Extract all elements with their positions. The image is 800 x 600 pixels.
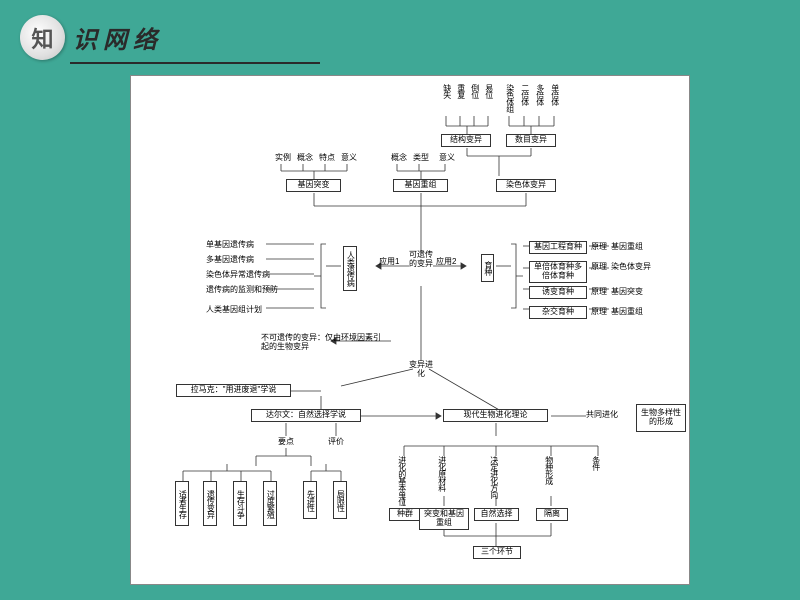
header-text: 识网络 xyxy=(73,20,163,55)
variation-evolution: 变异进化 xyxy=(409,361,433,379)
principle-3: 原理 xyxy=(591,308,607,317)
header-circle: 知 xyxy=(20,15,65,60)
app2-label: 应用2 xyxy=(436,258,456,267)
gene-recombination: 基因重组 xyxy=(393,179,448,192)
row1b-0: 概念 xyxy=(391,154,407,163)
breed-item-3: 杂交育种 xyxy=(529,306,587,319)
modern-label-0: 进化的基本单位 xyxy=(397,456,406,505)
eval-label: 评价 xyxy=(328,438,344,447)
principle-2: 原理 xyxy=(591,288,607,297)
header-underline xyxy=(70,62,320,64)
darwin-item-0: 适者生存 xyxy=(175,481,189,526)
modern-label-3: 物种形成 xyxy=(544,456,553,484)
breeding: 育种 xyxy=(481,254,494,282)
non-heritable: 不可遗传的变异：仅由环境因素引起的生物变异 xyxy=(261,334,381,352)
modern-label-2: 决定进化方向 xyxy=(489,456,498,498)
row1-2: 特点 xyxy=(319,154,335,163)
breed-item-1: 单倍体育种多倍体育种 xyxy=(529,261,587,283)
breed-item-0: 基因工程育种 xyxy=(529,241,587,254)
top-vert-1: 重复 xyxy=(456,84,465,98)
left-item-0: 单基因遗传病 xyxy=(206,241,311,250)
principle-1: 原理 xyxy=(591,263,607,272)
left-item-3: 遗传病的监测和预防 xyxy=(206,286,311,295)
lamarck: 拉马克："用进废退"学说 xyxy=(176,384,291,397)
modern-label-1: 进化原材料 xyxy=(437,456,446,491)
left-item-4: 人类基因组计划 xyxy=(206,306,311,315)
row1b-2: 意义 xyxy=(439,154,455,163)
top-vert-3: 易位 xyxy=(484,84,493,98)
modern-item-1: 突变和基因重组 xyxy=(419,508,469,530)
left-item-1: 多基因遗传病 xyxy=(206,256,311,265)
biodiversity: 生物多样性的形成 xyxy=(636,404,686,432)
top-vert-6: 多倍体 xyxy=(535,84,544,105)
row1-3: 意义 xyxy=(341,154,357,163)
left-item-2: 染色体异常遗传病 xyxy=(206,271,311,280)
heritable-variation: 可遗传的变异 xyxy=(409,251,433,269)
top-vert-7: 单倍体 xyxy=(550,84,559,105)
top-vert-4: 染色体组 xyxy=(505,84,514,112)
modern-item-3: 隔离 xyxy=(536,508,568,521)
row1-1: 概念 xyxy=(297,154,313,163)
struct-var: 结构变异 xyxy=(441,134,491,147)
app1-label: 应用1 xyxy=(379,258,399,267)
darwin-item-1: 遗传变异 xyxy=(203,481,217,526)
breed-result-2: 基因突变 xyxy=(611,288,643,297)
principle-0: 原理 xyxy=(591,243,607,252)
darwin-item-3: 过度繁殖 xyxy=(263,481,277,526)
modern-item-0: 种群 xyxy=(389,508,421,521)
diagram-container: 缺失重复倒位易位染色体组二倍体多倍体单倍体 结构变异 数目变异 实例概念特点意义… xyxy=(130,75,690,585)
breed-result-3: 基因重组 xyxy=(611,308,643,317)
modern-theory: 现代生物进化理论 xyxy=(443,409,548,422)
darwin: 达尔文：自然选择学说 xyxy=(251,409,361,422)
breed-item-2: 诱变育种 xyxy=(529,286,587,299)
top-vert-5: 二倍体 xyxy=(520,84,529,105)
breed-result-1: 染色体变异 xyxy=(611,263,651,272)
eval-item-0: 先进性 xyxy=(303,481,317,519)
row1b-1: 类型 xyxy=(413,154,429,163)
eval-item-1: 局限性 xyxy=(333,481,347,519)
gene-mutation: 基因突变 xyxy=(286,179,341,192)
human-disease: 人类遗传病 xyxy=(343,246,357,291)
three-links: 三个环节 xyxy=(473,546,521,559)
row1-0: 实例 xyxy=(275,154,291,163)
num-var: 数目变异 xyxy=(506,134,556,147)
header: 知 识网络 xyxy=(20,15,163,60)
top-vert-0: 缺失 xyxy=(442,84,451,98)
coevolution: 共同进化 xyxy=(586,411,618,420)
modern-item-2: 自然选择 xyxy=(474,508,519,521)
chromosome-variation: 染色体变异 xyxy=(496,179,556,192)
top-vert-2: 倒位 xyxy=(470,84,479,98)
points-label: 要点 xyxy=(278,438,294,447)
darwin-item-2: 生存斗争 xyxy=(233,481,247,526)
breed-result-0: 基因重组 xyxy=(611,243,643,252)
modern-label-4: 条件 xyxy=(591,456,600,470)
